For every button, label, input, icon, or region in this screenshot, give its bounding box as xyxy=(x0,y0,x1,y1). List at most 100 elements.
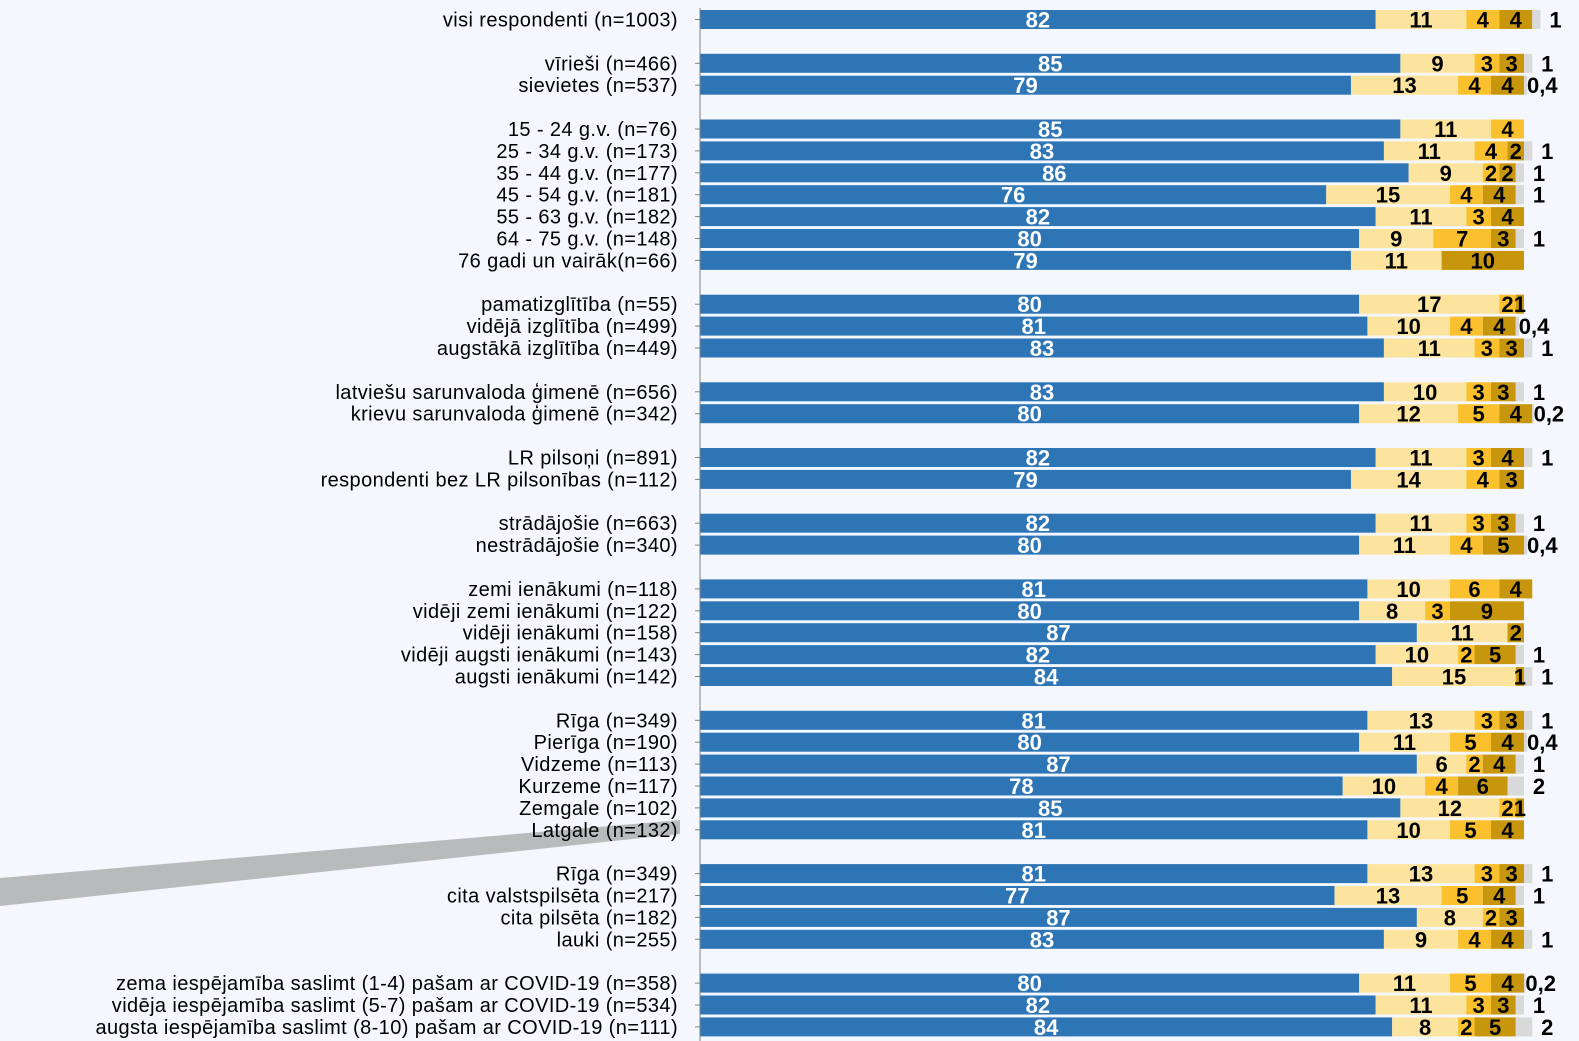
bar-segment xyxy=(700,316,1368,336)
bar-segment xyxy=(1458,1017,1475,1037)
value-label: 4 xyxy=(1460,183,1473,208)
value-label: 9 xyxy=(1390,227,1402,252)
value-label: 85 xyxy=(1038,117,1062,142)
value-label-outside: 1 xyxy=(1533,511,1545,536)
value-label: 5 xyxy=(1464,730,1476,755)
bar-segment xyxy=(1491,119,1524,139)
row-label: Rīga (n=349) xyxy=(556,864,678,886)
bar-segment-remainder xyxy=(1515,886,1524,905)
value-label: 4 xyxy=(1493,314,1506,339)
value-label-outside: 0,2 xyxy=(1525,971,1556,996)
value-label: 80 xyxy=(1017,599,1041,624)
bar-segment xyxy=(1367,864,1475,884)
bar-segment xyxy=(1499,294,1516,314)
value-label: 80 xyxy=(1017,227,1041,252)
bar-segment-remainder xyxy=(1524,732,1528,752)
bar-segment xyxy=(1474,338,1500,358)
value-label: 1 xyxy=(1514,796,1526,821)
value-label: 4 xyxy=(1493,752,1506,777)
value-label-outside: 1 xyxy=(1541,665,1553,690)
value-label: 10 xyxy=(1405,643,1429,668)
value-label-outside: 1 xyxy=(1533,183,1545,208)
row-label: nestrādājošie (n=340) xyxy=(476,535,678,557)
bar-segment xyxy=(1359,535,1450,555)
bar-segment-remainder xyxy=(1515,185,1524,205)
value-label: 6 xyxy=(1435,752,1447,777)
bar-segment xyxy=(700,250,1351,270)
bar-segment xyxy=(1408,163,1483,183)
bar-segment xyxy=(700,185,1327,205)
bar-segment xyxy=(1425,601,1450,621)
row-label: lauki (n=255) xyxy=(557,929,678,951)
value-label: 1 xyxy=(1514,292,1526,317)
axis-layer xyxy=(695,8,701,1041)
bar-segment xyxy=(700,513,1376,533)
bar-segment xyxy=(700,864,1368,884)
value-label: 1 xyxy=(1514,665,1526,690)
bar-segment xyxy=(1449,601,1524,621)
value-label: 8 xyxy=(1419,1015,1431,1040)
bar-segment xyxy=(1491,513,1516,533)
bar-segment xyxy=(1474,1017,1516,1037)
value-label: 11 xyxy=(1409,446,1432,471)
bar-segment xyxy=(1342,776,1426,796)
bar-segment-remainder xyxy=(1524,864,1533,884)
value-label: 3 xyxy=(1506,51,1518,76)
row-label: 55 - 63 g.v. (n=182) xyxy=(496,207,678,229)
bar-segment-remainder xyxy=(1515,229,1524,248)
bar-segment xyxy=(1375,207,1467,227)
bar-segment xyxy=(700,141,1384,161)
bar-segment xyxy=(1383,141,1475,161)
bar-segment xyxy=(700,207,1376,227)
value-label: 82 xyxy=(1026,8,1050,33)
bar-segment xyxy=(1359,732,1450,752)
value-label: 4 xyxy=(1460,533,1473,558)
bar-segment xyxy=(1416,623,1508,643)
decorative-swoosh xyxy=(0,820,680,906)
bar-segment xyxy=(1449,973,1492,993)
value-label-outside: 1 xyxy=(1533,993,1545,1018)
bar-segment xyxy=(1392,667,1516,686)
row-label: Vidzeme (n=113) xyxy=(521,754,678,776)
value-label: 9 xyxy=(1440,161,1452,186)
value-label: 5 xyxy=(1464,971,1476,996)
value-label: 4 xyxy=(1501,117,1514,142)
row-label: 64 - 75 g.v. (n=148) xyxy=(496,229,678,251)
value-label: 76 xyxy=(1001,183,1025,208)
bar-segment xyxy=(1416,907,1483,927)
bar-segment xyxy=(700,338,1384,358)
value-label: 4 xyxy=(1501,446,1514,471)
bar-segment xyxy=(1458,929,1492,949)
row-label: augsti ienākumi (n=142) xyxy=(455,667,678,689)
value-label: 83 xyxy=(1030,139,1054,164)
bar-segment xyxy=(700,995,1376,1015)
value-label: 2 xyxy=(1468,752,1480,777)
bar-segment xyxy=(1449,185,1483,205)
value-label: 4 xyxy=(1501,730,1514,755)
value-label: 5 xyxy=(1473,402,1485,427)
bar-segment-remainder xyxy=(1515,995,1524,1015)
value-label: 2 xyxy=(1501,292,1513,317)
value-label: 5 xyxy=(1497,533,1509,558)
value-label: 81 xyxy=(1021,314,1045,339)
bar-segment xyxy=(700,119,1401,139)
value-label: 10 xyxy=(1413,380,1437,405)
value-label: 3 xyxy=(1473,205,1485,230)
bar-segment xyxy=(1491,207,1524,227)
bar-segment xyxy=(1491,732,1524,752)
bar-segment xyxy=(1499,907,1524,927)
value-label: 12 xyxy=(1438,796,1462,821)
value-label: 83 xyxy=(1030,927,1054,952)
bar-segment xyxy=(1400,53,1475,73)
value-label: 3 xyxy=(1497,380,1509,405)
value-label: 4 xyxy=(1493,884,1506,909)
bar-segment xyxy=(1515,798,1524,818)
row-label: pamatizglītība (n=55) xyxy=(481,294,678,316)
value-label: 80 xyxy=(1017,730,1041,755)
value-label: 11 xyxy=(1418,139,1441,164)
bar-segment xyxy=(1350,469,1467,489)
bar-segment xyxy=(700,10,1376,29)
bar-segment xyxy=(1474,864,1500,884)
bar-segment xyxy=(1499,338,1524,358)
value-label: 4 xyxy=(1501,971,1514,996)
